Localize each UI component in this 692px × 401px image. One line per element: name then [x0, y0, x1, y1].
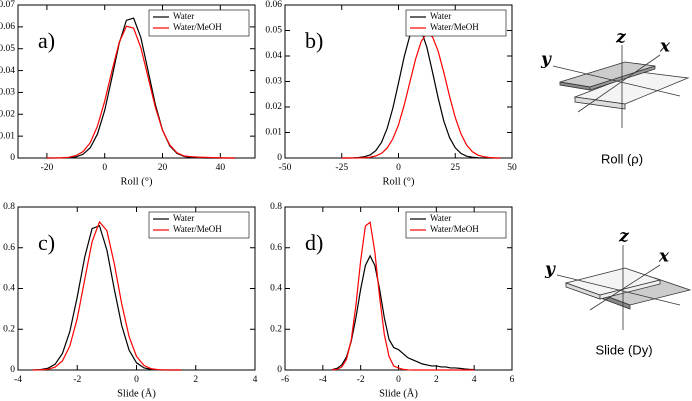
- y-tick-label: 0.02: [265, 102, 282, 112]
- y-tick-label: 0.4: [3, 284, 15, 294]
- legend-label: Water/MeOH: [173, 224, 222, 234]
- y-tick-label: 0.04: [265, 51, 282, 61]
- data-line: [332, 254, 475, 371]
- y-tick-label: 0.6: [3, 243, 15, 253]
- x-tick-label: 2: [193, 375, 198, 385]
- data-line: [341, 32, 501, 159]
- x-tick-label: -50: [279, 163, 292, 173]
- data-line: [32, 220, 181, 371]
- data-line: [46, 17, 235, 159]
- x-tick-label: 4: [253, 375, 258, 385]
- x-axis-label: Slide (Å): [117, 387, 156, 399]
- plot-frame: [17, 4, 256, 159]
- x-tick-label: -2: [73, 375, 81, 385]
- y-tick-label: 0.8: [270, 202, 282, 212]
- x-tick-label: 4: [472, 375, 477, 385]
- y-tick-label: 0.2: [270, 324, 282, 334]
- y-tick-label: 0.07: [0, 0, 15, 10]
- axis-label: y: [540, 50, 552, 70]
- x-tick-label: -20: [41, 163, 54, 173]
- x-tick-label: 50: [507, 163, 517, 173]
- y-tick-label: 0.06: [265, 0, 282, 10]
- y-tick-label: 0.01: [265, 128, 282, 138]
- axis-label: x: [659, 37, 671, 57]
- panel-label: a): [38, 28, 55, 53]
- y-tick-label: 0.4: [270, 284, 282, 294]
- x-axis-label: Slide (Å): [379, 387, 418, 399]
- y-tick-label: 0.02: [0, 109, 15, 119]
- y-tick-label: 0: [10, 365, 15, 375]
- roll-diagram: z x y Roll (ρ): [540, 28, 690, 166]
- chart-panel: 0 0.2 0.4 0.6 0.8 -6 -4 -2 0 2 4 6 Slide (Å) d) WaterW…: [270, 202, 515, 399]
- x-tick-label: 0: [102, 163, 107, 173]
- legend-box: [148, 9, 250, 37]
- x-tick-label: 40: [216, 163, 226, 173]
- x-tick-label: -4: [14, 375, 22, 385]
- y-tick-label: 0.06: [0, 22, 15, 32]
- data-line: [341, 24, 501, 159]
- legend-box: [148, 211, 250, 239]
- legend-label: Water/MeOH: [430, 224, 479, 234]
- axis-label: z: [618, 227, 629, 247]
- legend-box: [405, 211, 507, 239]
- x-tick-label: 0: [396, 163, 401, 173]
- x-tick-label: -6: [281, 375, 289, 385]
- axis-label: y: [544, 260, 556, 280]
- panel-label: b): [305, 28, 323, 53]
- legend-label: Water: [173, 11, 194, 21]
- chart-panel: 0 0.01 0.02 0.03 0.04 0.05 0.06 0.07 -20 0 20 40 Rol…: [0, 0, 256, 187]
- panel-label: c): [38, 230, 55, 255]
- y-tick-label: 0: [10, 153, 15, 163]
- y-tick-label: 0: [277, 365, 282, 375]
- legend-label: Water: [430, 11, 451, 21]
- legend-label: Water/MeOH: [173, 22, 222, 32]
- x-tick-label: 0: [134, 375, 139, 385]
- legend-label: Water: [173, 213, 194, 223]
- x-tick-label: 25: [451, 163, 461, 173]
- chart-panel: 0 0.01 0.02 0.03 0.04 0.05 0.06 -50 -25 0 25 50 Roll…: [265, 0, 517, 187]
- y-tick-label: 0.01: [0, 131, 15, 141]
- panel-label: d): [305, 230, 323, 255]
- slide-diagram: z x y Slide (Dy): [544, 227, 692, 357]
- y-tick-label: 0.04: [0, 66, 15, 76]
- legend-box: [405, 9, 507, 37]
- x-axis-label: Roll (°): [383, 176, 415, 187]
- caption: Roll (ρ): [601, 151, 643, 166]
- y-tick-label: 0.05: [0, 44, 15, 54]
- data-line: [46, 25, 235, 159]
- y-tick-label: 0.2: [3, 324, 15, 334]
- x-tick-label: -2: [357, 375, 365, 385]
- x-tick-label: -25: [335, 163, 348, 173]
- x-tick-label: -4: [319, 375, 327, 385]
- y-tick-label: 0.6: [270, 243, 282, 253]
- x-tick-label: 0: [396, 375, 401, 385]
- y-tick-label: 0.03: [0, 88, 15, 98]
- x-tick-label: 6: [510, 375, 515, 385]
- caption: Slide (Dy): [595, 342, 652, 357]
- x-tick-label: 20: [158, 163, 168, 173]
- legend-label: Water/MeOH: [430, 22, 479, 32]
- axis-label: x: [658, 247, 670, 267]
- y-tick-label: 0.8: [3, 202, 15, 212]
- y-tick-label: 0: [277, 153, 282, 163]
- x-tick-label: 2: [434, 375, 439, 385]
- chart-panel: 0 0.2 0.4 0.6 0.8 -4 -2 0 2 4 Slide (Å) c) WaterWate…: [3, 202, 258, 399]
- y-tick-label: 0.05: [265, 26, 282, 36]
- x-axis-label: Roll (°): [121, 176, 153, 187]
- data-line: [332, 221, 475, 371]
- legend-label: Water: [430, 213, 451, 223]
- axis-label: z: [615, 28, 626, 48]
- y-tick-label: 0.03: [265, 77, 282, 87]
